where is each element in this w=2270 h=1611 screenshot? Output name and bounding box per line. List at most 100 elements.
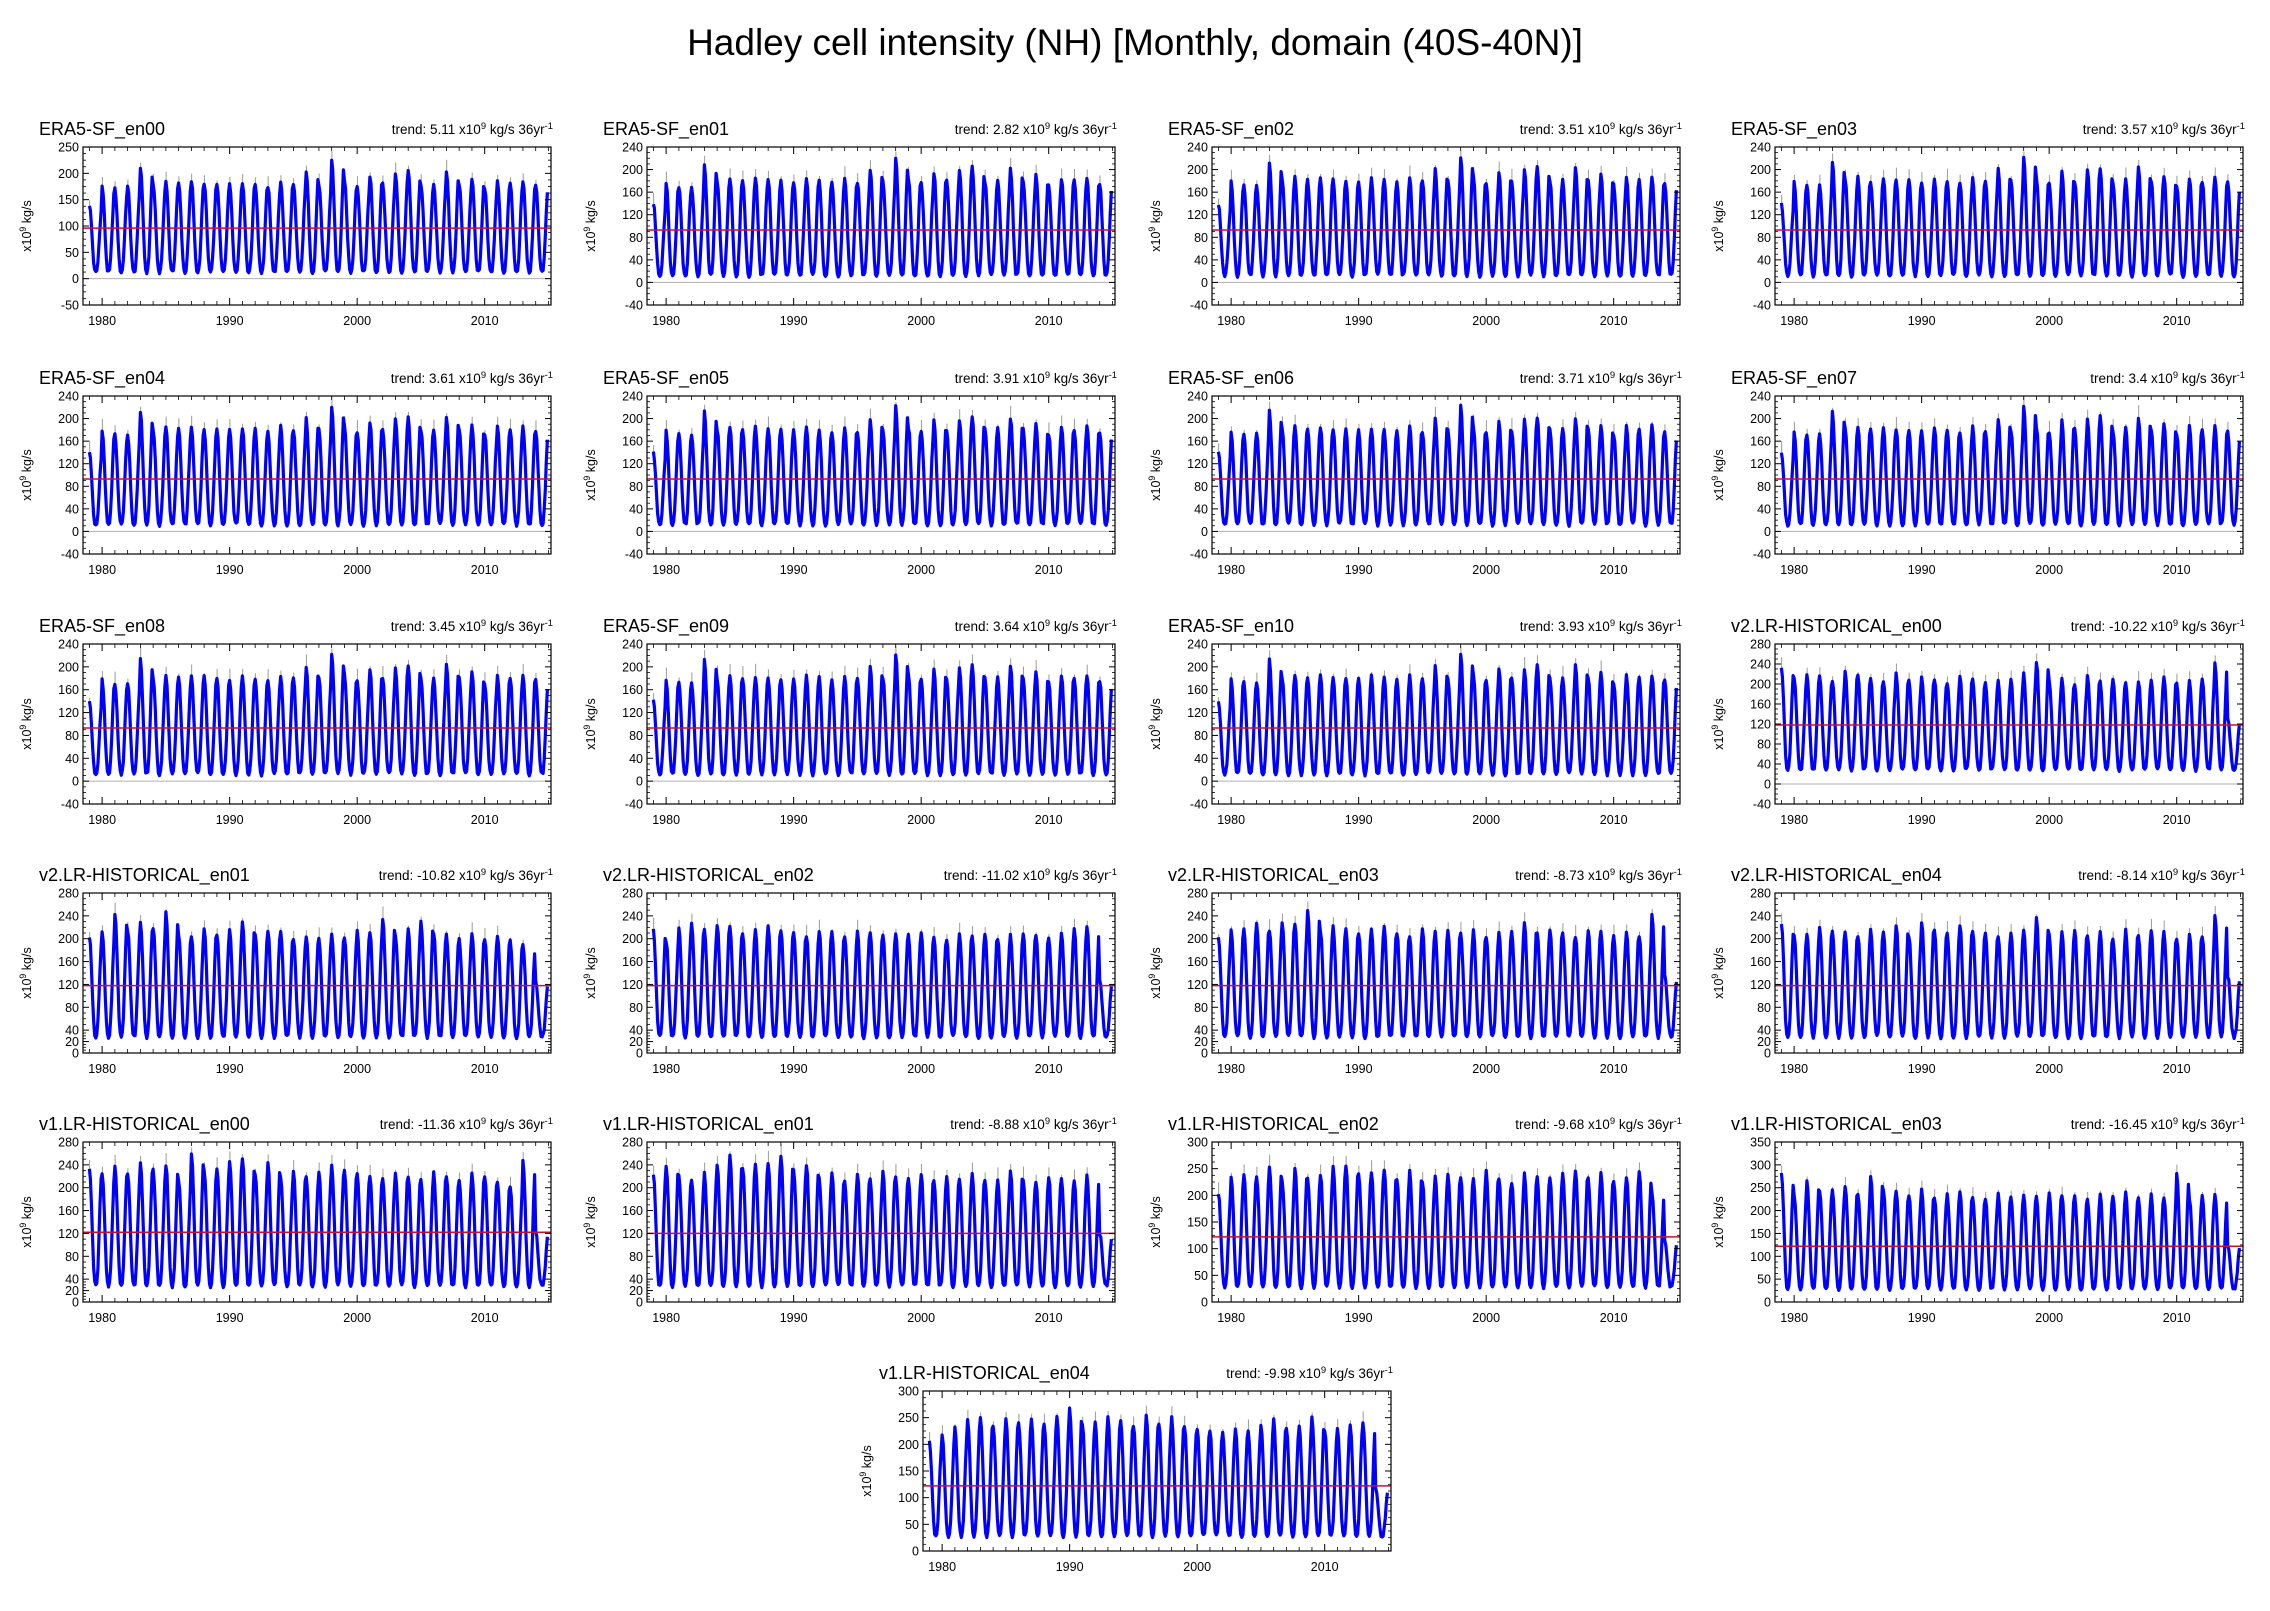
- x-tick-label: 2000: [907, 1062, 935, 1076]
- y-tick-label: 150: [1750, 1227, 1771, 1241]
- y-tick-label: 80: [1757, 231, 1771, 245]
- chart-panel: ERA5-SF_en04 trend: 3.61 x109 kg/s 36yr-1…: [18, 368, 553, 577]
- x-tick-label: 1990: [1345, 314, 1373, 328]
- x-tick-label: 2010: [2163, 314, 2191, 328]
- y-tick-label: 200: [58, 660, 79, 674]
- trend-label: trend: -11.02 x109 kg/s 36yr-1: [944, 867, 1117, 884]
- y-tick-label: 200: [58, 932, 79, 946]
- y-tick-label: 280: [58, 887, 79, 901]
- y-tick-label: -40: [1190, 548, 1208, 562]
- y-tick-label: 0: [636, 1047, 643, 1061]
- series-line: [1779, 661, 2241, 773]
- panel-title: ERA5-SF_en02: [1168, 119, 1294, 140]
- y-tick-label: 0: [1201, 1296, 1208, 1310]
- x-tick-label: 2000: [343, 1062, 371, 1076]
- panel-title: v2.LR-HISTORICAL_en01: [39, 865, 250, 886]
- y-tick-label: 100: [1187, 1242, 1208, 1256]
- chart-panel: ERA5-SF_en07 trend: 3.4 x109 kg/s 36yr-1 x…: [1710, 368, 2245, 577]
- chart-panel: v2.LR-HISTORICAL_en04 trend: -8.14 x109 k…: [1710, 865, 2245, 1076]
- x-tick-label: 1980: [652, 1062, 680, 1076]
- x-tick-label: 2000: [2035, 813, 2063, 827]
- y-tick-label: 40: [1757, 502, 1771, 516]
- y-tick-label: 160: [58, 1204, 79, 1218]
- y-axis-label: x109 kg/s: [18, 200, 34, 251]
- x-tick-label: 2010: [471, 813, 499, 827]
- y-tick-label: 120: [58, 1227, 79, 1241]
- x-tick-label: 2000: [1472, 1311, 1500, 1325]
- panel-title: ERA5-SF_en06: [1168, 368, 1294, 389]
- y-tick-label: 50: [905, 1518, 919, 1532]
- y-tick-label: 240: [1187, 141, 1208, 155]
- chart-panel: v1.LR-HISTORICAL_en00 trend: -11.36 x109 …: [18, 1114, 553, 1325]
- y-tick-label: 50: [1757, 1273, 1771, 1287]
- chart-panel: v1.LR-HISTORICAL_en01 trend: -8.88 x109 k…: [582, 1114, 1117, 1325]
- y-tick-label: 150: [1187, 1216, 1208, 1230]
- y-tick-label: -40: [625, 798, 643, 812]
- y-tick-label: 100: [898, 1491, 919, 1505]
- chart-panel: v1.LR-HISTORICAL_en03 trend: -16.45 x109 …: [1710, 1114, 2245, 1325]
- y-tick-label: 160: [622, 683, 643, 697]
- x-tick-label: 2000: [343, 314, 371, 328]
- y-tick-label: 0: [1201, 276, 1208, 290]
- trend-label: trend: -10.22 x109 kg/s 36yr-1: [2071, 618, 2245, 635]
- y-axis-label: x109 kg/s: [1147, 449, 1163, 500]
- trend-label: trend: -9.68 x109 kg/s 36yr-1: [1515, 1116, 1682, 1133]
- y-tick-label: 250: [58, 141, 79, 155]
- y-tick-label: 280: [58, 1136, 79, 1150]
- y-tick-label: 120: [622, 978, 643, 992]
- x-tick-label: 1980: [1780, 1062, 1808, 1076]
- y-axis-label: x109 kg/s: [1147, 1196, 1163, 1247]
- y-tick-label: 40: [629, 1024, 643, 1038]
- chart-panel: v1.LR-HISTORICAL_en02 trend: -9.68 x109 k…: [1147, 1114, 1682, 1325]
- y-tick-label: 200: [58, 1181, 79, 1195]
- trend-label: trend: 2.82 x109 kg/s 36yr-1: [955, 121, 1117, 138]
- series-line: [651, 404, 1113, 528]
- y-tick-label: 240: [1750, 141, 1771, 155]
- y-tick-label: 200: [1187, 412, 1208, 426]
- y-tick-label: 0: [1764, 1047, 1771, 1061]
- x-tick-label: 1990: [1345, 563, 1373, 577]
- panel-title: v2.LR-HISTORICAL_en03: [1168, 865, 1379, 886]
- y-tick-label: 20: [1194, 1035, 1208, 1049]
- y-tick-label: 0: [636, 276, 643, 290]
- x-tick-label: 1990: [1908, 813, 1936, 827]
- y-tick-label: 20: [65, 1035, 79, 1049]
- x-tick-label: 1980: [1780, 314, 1808, 328]
- y-tick-label: 200: [898, 1438, 919, 1452]
- x-tick-label: 2010: [1035, 563, 1063, 577]
- y-tick-label: 80: [629, 1001, 643, 1015]
- panel-title: ERA5-SF_en03: [1731, 119, 1857, 140]
- y-tick-label: 120: [1750, 718, 1771, 732]
- y-tick-label: 40: [629, 752, 643, 766]
- panel-title: v1.LR-HISTORICAL_en02: [1168, 1114, 1379, 1135]
- y-tick-label: 120: [622, 457, 643, 471]
- y-tick-label: -40: [1753, 548, 1771, 562]
- y-tick-label: 120: [58, 978, 79, 992]
- trend-label: trend: 3.51 x109 kg/s 36yr-1: [1520, 121, 1682, 138]
- trend-label: trend: -16.45 x109 kg/s 36yr-1: [2071, 1116, 2245, 1133]
- y-tick-label: 0: [1764, 525, 1771, 539]
- trend-label: trend: 3.57 x109 kg/s 36yr-1: [2083, 121, 2245, 138]
- y-tick-label: 0: [912, 1545, 919, 1559]
- y-tick-label: 80: [65, 1001, 79, 1015]
- y-tick-label: 0: [72, 525, 79, 539]
- x-tick-label: 1980: [1217, 314, 1245, 328]
- y-tick-label: 0: [72, 272, 79, 286]
- y-tick-label: 120: [1187, 208, 1208, 222]
- y-tick-label: 160: [1187, 683, 1208, 697]
- y-tick-label: 80: [65, 729, 79, 743]
- x-tick-label: 2000: [1472, 1062, 1500, 1076]
- panel-title: ERA5-SF_en01: [603, 119, 729, 140]
- y-tick-label: 20: [629, 1035, 643, 1049]
- y-tick-label: 0: [1201, 775, 1208, 789]
- x-tick-label: 2000: [1472, 813, 1500, 827]
- x-tick-label: 1980: [88, 314, 116, 328]
- y-axis-label: x109 kg/s: [582, 449, 598, 500]
- series-line: [651, 921, 1113, 1041]
- series-line: [1216, 156, 1678, 279]
- y-tick-label: 240: [1187, 909, 1208, 923]
- x-tick-label: 1980: [88, 813, 116, 827]
- panel-title: v1.LR-HISTORICAL_en03: [1731, 1114, 1942, 1135]
- x-tick-label: 2010: [2163, 813, 2191, 827]
